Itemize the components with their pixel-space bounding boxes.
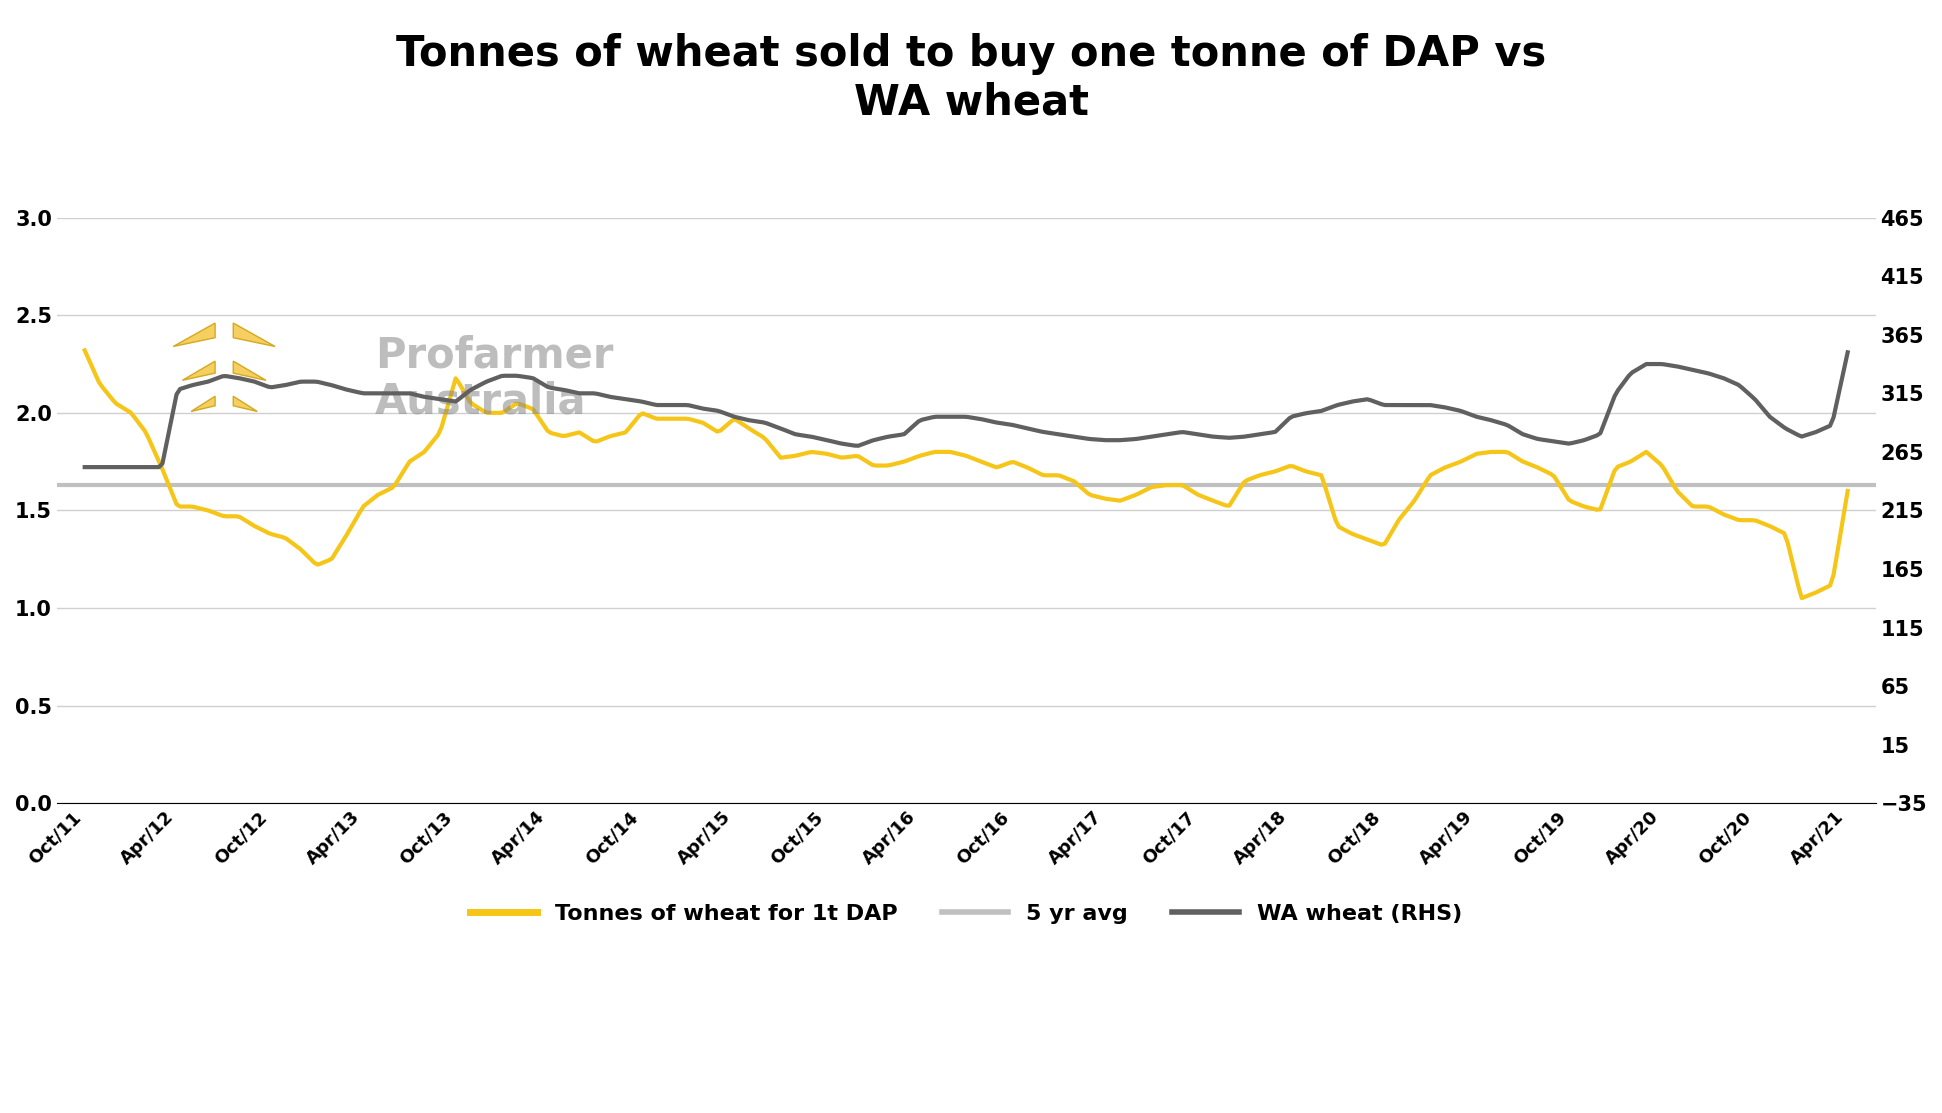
Text: Profarmer
Australia: Profarmer Australia: [375, 335, 614, 422]
Polygon shape: [173, 323, 216, 346]
Text: Tonnes of wheat sold to buy one tonne of DAP vs
WA wheat: Tonnes of wheat sold to buy one tonne of…: [396, 33, 1546, 124]
Polygon shape: [233, 323, 276, 346]
Polygon shape: [183, 361, 216, 381]
Legend: Tonnes of wheat for 1t DAP, 5 yr avg, WA wheat (RHS): Tonnes of wheat for 1t DAP, 5 yr avg, WA…: [462, 895, 1470, 933]
Polygon shape: [233, 396, 256, 412]
Polygon shape: [233, 361, 266, 381]
Polygon shape: [190, 396, 216, 412]
